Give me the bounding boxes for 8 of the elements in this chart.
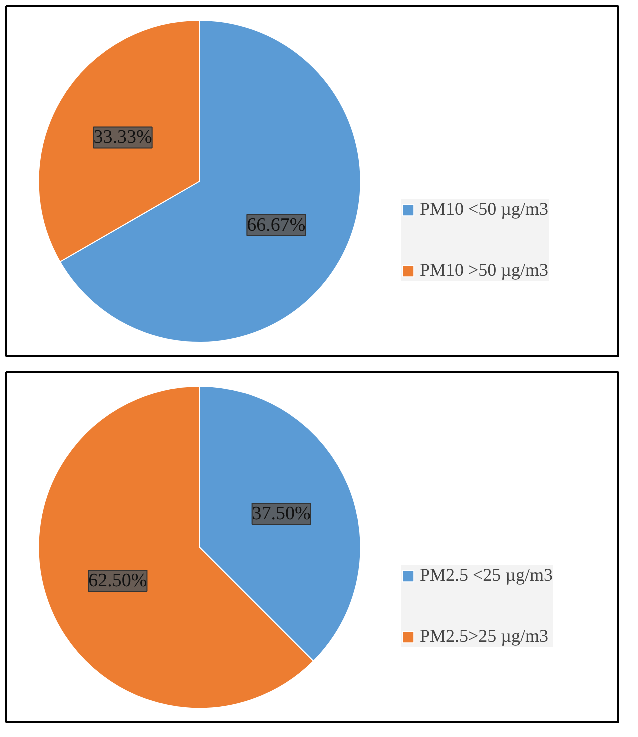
legend-label: PM10 <50 µg/m3 [420, 199, 549, 220]
data-label: 33.33% [94, 127, 153, 148]
data-label: 37.50% [252, 504, 312, 525]
legend-label: PM10 >50 µg/m3 [420, 260, 549, 281]
legend-label: PM2.5 <25 µg/m3 [420, 565, 554, 586]
data-label: 62.50% [88, 570, 148, 592]
legend-label: PM2.5>25 µg/m3 [420, 626, 549, 647]
data-label: 66.67% [247, 214, 306, 236]
